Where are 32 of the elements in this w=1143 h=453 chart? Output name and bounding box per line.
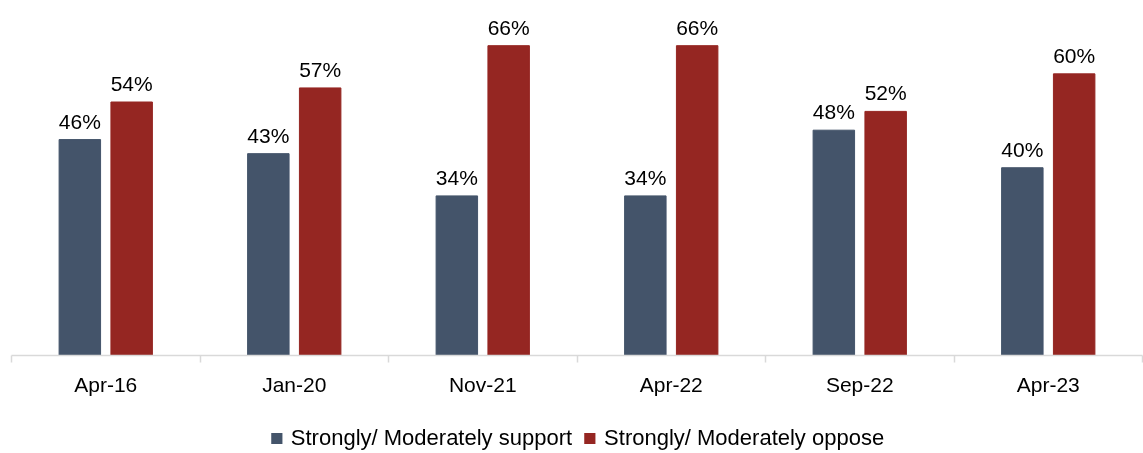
data-label: 34% bbox=[435, 165, 478, 189]
data-label: 66% bbox=[487, 15, 530, 39]
data-label: 43% bbox=[247, 123, 290, 147]
data-label: 60% bbox=[1053, 43, 1096, 67]
x-tick-label: Jan-20 bbox=[262, 372, 327, 396]
bar bbox=[1052, 73, 1096, 356]
data-label: 48% bbox=[812, 100, 855, 124]
bar bbox=[247, 153, 290, 356]
data-label: 46% bbox=[58, 109, 101, 133]
x-tick-label: Sep-22 bbox=[825, 372, 894, 396]
x-tick-label: Apr-16 bbox=[74, 372, 138, 396]
bar bbox=[624, 195, 667, 356]
data-label: 54% bbox=[110, 72, 153, 96]
x-tick-label: Apr-23 bbox=[1016, 372, 1080, 396]
data-label: 57% bbox=[299, 57, 342, 81]
legend-label: Strongly/ Moderately oppose bbox=[604, 425, 885, 451]
bar bbox=[864, 110, 907, 356]
bar bbox=[110, 101, 153, 356]
data-label: 34% bbox=[624, 165, 667, 189]
data-label: 40% bbox=[1001, 137, 1044, 161]
bar bbox=[812, 129, 856, 356]
data-label: 52% bbox=[864, 81, 907, 105]
x-tick-label: Nov-21 bbox=[448, 372, 517, 396]
bar bbox=[58, 139, 102, 356]
data-label: 66% bbox=[676, 15, 719, 39]
legend-label: Strongly/ Moderately support bbox=[290, 425, 573, 451]
bar bbox=[435, 195, 479, 356]
bar bbox=[298, 87, 342, 356]
x-tick-label: Apr-22 bbox=[639, 372, 703, 396]
bar bbox=[487, 45, 530, 356]
bar bbox=[1001, 167, 1044, 356]
bar bbox=[675, 45, 719, 356]
